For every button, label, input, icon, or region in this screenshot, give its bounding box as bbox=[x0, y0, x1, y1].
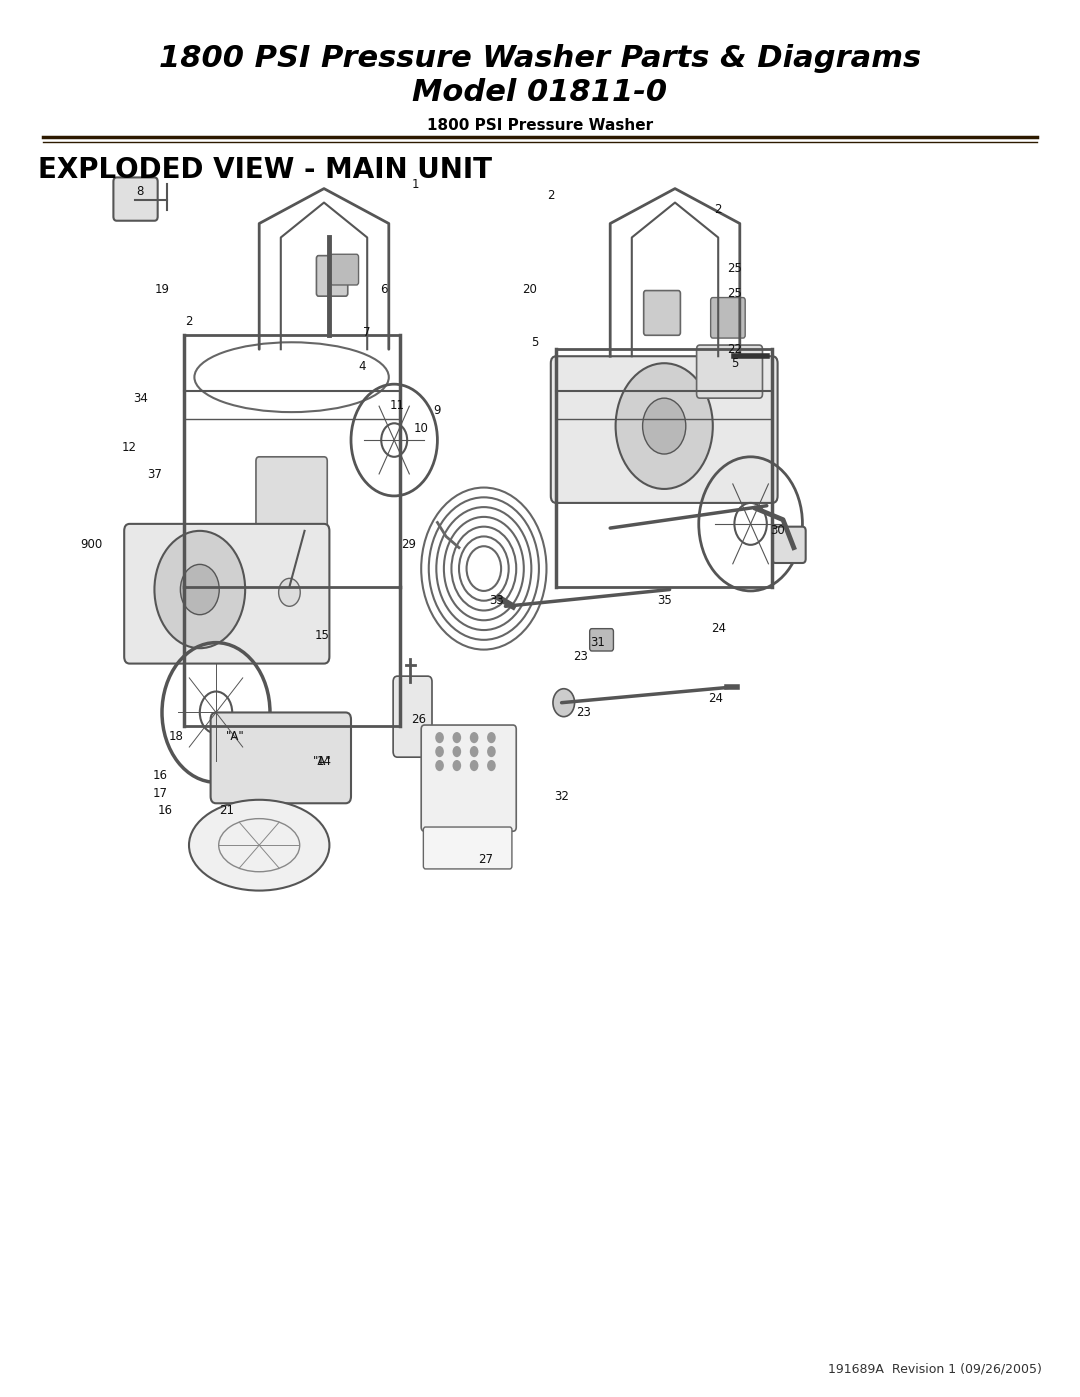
FancyBboxPatch shape bbox=[772, 527, 806, 563]
Circle shape bbox=[487, 746, 496, 757]
Text: 23: 23 bbox=[576, 705, 591, 719]
Text: Model 01811-0: Model 01811-0 bbox=[413, 78, 667, 106]
Ellipse shape bbox=[189, 799, 329, 891]
Text: 34: 34 bbox=[133, 391, 148, 405]
Text: 16: 16 bbox=[158, 803, 173, 817]
Circle shape bbox=[279, 578, 300, 606]
Text: 6: 6 bbox=[380, 282, 387, 296]
Circle shape bbox=[453, 746, 461, 757]
Text: 30: 30 bbox=[770, 524, 785, 538]
Text: 37: 37 bbox=[147, 468, 162, 482]
Text: 9: 9 bbox=[434, 404, 441, 418]
Text: "A": "A" bbox=[312, 754, 332, 768]
Text: 18: 18 bbox=[168, 729, 184, 743]
Text: 14: 14 bbox=[316, 754, 332, 768]
FancyBboxPatch shape bbox=[211, 712, 351, 803]
Text: 24: 24 bbox=[711, 622, 726, 636]
FancyBboxPatch shape bbox=[256, 457, 327, 535]
Circle shape bbox=[470, 746, 478, 757]
Circle shape bbox=[643, 398, 686, 454]
Text: 17: 17 bbox=[152, 787, 167, 800]
Text: 35: 35 bbox=[657, 594, 672, 608]
FancyBboxPatch shape bbox=[711, 298, 745, 338]
FancyBboxPatch shape bbox=[316, 256, 348, 296]
Circle shape bbox=[435, 746, 444, 757]
Text: "A": "A" bbox=[226, 729, 245, 743]
Text: EXPLODED VIEW - MAIN UNIT: EXPLODED VIEW - MAIN UNIT bbox=[38, 156, 491, 184]
FancyBboxPatch shape bbox=[330, 254, 359, 285]
FancyBboxPatch shape bbox=[393, 676, 432, 757]
FancyBboxPatch shape bbox=[551, 356, 778, 503]
FancyBboxPatch shape bbox=[644, 291, 680, 335]
Text: 1800 PSI Pressure Washer Parts & Diagrams: 1800 PSI Pressure Washer Parts & Diagram… bbox=[159, 45, 921, 73]
Text: 15: 15 bbox=[314, 629, 329, 643]
FancyBboxPatch shape bbox=[697, 345, 762, 398]
Circle shape bbox=[453, 760, 461, 771]
Circle shape bbox=[180, 564, 219, 615]
Text: 31: 31 bbox=[590, 636, 605, 650]
FancyBboxPatch shape bbox=[590, 629, 613, 651]
Circle shape bbox=[487, 732, 496, 743]
Text: 2: 2 bbox=[715, 203, 721, 217]
Text: 12: 12 bbox=[122, 440, 137, 454]
FancyBboxPatch shape bbox=[124, 524, 329, 664]
Text: 22: 22 bbox=[727, 342, 742, 356]
Circle shape bbox=[553, 689, 575, 717]
Text: 21: 21 bbox=[219, 803, 234, 817]
Circle shape bbox=[435, 760, 444, 771]
Text: 900: 900 bbox=[81, 538, 103, 552]
Text: 1800 PSI Pressure Washer: 1800 PSI Pressure Washer bbox=[427, 119, 653, 133]
Text: 11: 11 bbox=[390, 398, 405, 412]
Text: 33: 33 bbox=[489, 594, 504, 608]
Circle shape bbox=[154, 531, 245, 648]
Text: 4: 4 bbox=[359, 359, 365, 373]
FancyBboxPatch shape bbox=[421, 725, 516, 831]
Text: 26: 26 bbox=[411, 712, 427, 726]
Text: 5: 5 bbox=[731, 356, 738, 370]
Text: 2: 2 bbox=[186, 314, 192, 328]
Text: 27: 27 bbox=[478, 852, 494, 866]
Circle shape bbox=[616, 363, 713, 489]
Text: 191689A  Revision 1 (09/26/2005): 191689A Revision 1 (09/26/2005) bbox=[828, 1362, 1042, 1376]
FancyBboxPatch shape bbox=[113, 177, 158, 221]
Text: 25: 25 bbox=[727, 286, 742, 300]
Circle shape bbox=[470, 760, 478, 771]
Text: 24: 24 bbox=[708, 692, 724, 705]
Text: 20: 20 bbox=[522, 282, 537, 296]
Circle shape bbox=[453, 732, 461, 743]
Text: 16: 16 bbox=[152, 768, 167, 782]
Text: 8: 8 bbox=[137, 184, 144, 198]
Text: 7: 7 bbox=[364, 326, 370, 339]
Text: 19: 19 bbox=[154, 282, 170, 296]
Text: 10: 10 bbox=[414, 422, 429, 436]
Text: 5: 5 bbox=[531, 335, 538, 349]
Text: 29: 29 bbox=[401, 538, 416, 552]
Text: 2: 2 bbox=[548, 189, 554, 203]
Text: 32: 32 bbox=[554, 789, 569, 803]
Text: 23: 23 bbox=[573, 650, 589, 664]
Text: 25: 25 bbox=[727, 261, 742, 275]
Circle shape bbox=[470, 732, 478, 743]
Circle shape bbox=[435, 732, 444, 743]
Circle shape bbox=[487, 760, 496, 771]
Text: 1: 1 bbox=[413, 177, 419, 191]
FancyBboxPatch shape bbox=[423, 827, 512, 869]
